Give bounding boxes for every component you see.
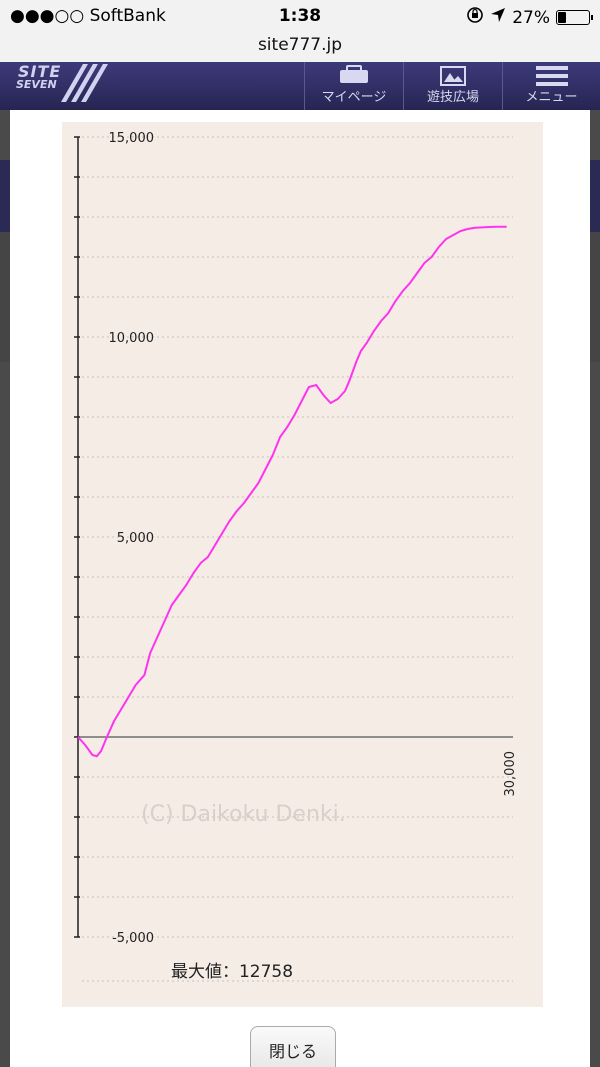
url-text: site777.jp [257, 35, 343, 55]
nav-menu[interactable]: メニュー [502, 62, 600, 110]
nav-mypage-label: マイページ [321, 90, 387, 105]
y-tick-label: -5,000 [112, 931, 154, 946]
slump-graph: 15,000 10,000 5,000 -5,000 30,000 (C) Daikoku… [74, 131, 518, 982]
nav-menu-label: メニュー [525, 90, 578, 105]
clock: 1:38 [278, 6, 322, 26]
x-tick-label: 30,000 [503, 751, 518, 797]
chart-area: 15,000 10,000 5,000 -5,000 30,000 (C) Daikoku… [62, 122, 543, 1007]
nav-plaza[interactable]: 遊技広場 [403, 62, 502, 110]
watermark-text: (C) Daikoku Denki. [141, 802, 346, 827]
nav-mypage[interactable]: マイページ [304, 62, 403, 110]
y-tick-label: 5,000 [117, 531, 154, 546]
mypage-icon [305, 64, 403, 86]
logo-line1: SITE [18, 62, 62, 81]
plaza-icon [404, 64, 502, 86]
rotation-lock-icon [466, 6, 484, 29]
graph-modal: 15,000 10,000 5,000 -5,000 30,000 (C) Daikoku… [10, 110, 590, 1067]
logo-line2: SEVEN [16, 78, 57, 91]
y-tick-label: 10,000 [109, 331, 155, 346]
series-line [77, 225, 507, 758]
y-tick-label: 15,000 [109, 131, 155, 146]
status-right: 27% [466, 6, 593, 29]
menu-icon [503, 64, 600, 86]
url-bar[interactable]: site777.jp [0, 32, 600, 62]
nav-plaza-label: 遊技広場 [426, 90, 479, 105]
site-logo[interactable]: SITE SEVEN [14, 62, 109, 104]
battery-percent: 27% [512, 7, 550, 28]
close-button[interactable]: 閉じる [250, 1026, 336, 1067]
status-bar: ●●●○○ SoftBank 1:38 27% [0, 0, 600, 32]
carrier-label: ●●●○○ SoftBank [10, 6, 166, 26]
location-icon [490, 7, 506, 28]
site-header: SITE SEVEN マイページ 遊技広場 メニュー [0, 62, 600, 110]
battery-icon [556, 10, 593, 25]
max-value-label: 最大値：12758 [170, 962, 294, 982]
